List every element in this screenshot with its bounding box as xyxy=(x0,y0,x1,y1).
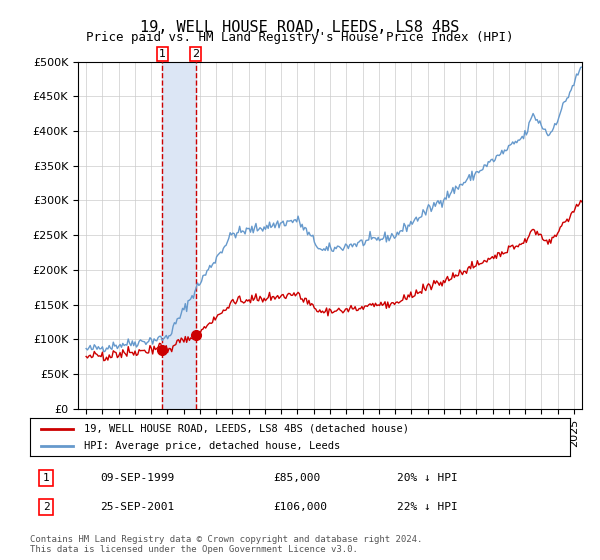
Text: £85,000: £85,000 xyxy=(273,473,320,483)
Text: 2: 2 xyxy=(192,49,199,59)
Text: HPI: Average price, detached house, Leeds: HPI: Average price, detached house, Leed… xyxy=(84,441,340,451)
Bar xyxy=(163,62,196,409)
Text: 1: 1 xyxy=(159,49,166,59)
Text: 19, WELL HOUSE ROAD, LEEDS, LS8 4BS: 19, WELL HOUSE ROAD, LEEDS, LS8 4BS xyxy=(140,20,460,35)
Text: Price paid vs. HM Land Registry's House Price Index (HPI): Price paid vs. HM Land Registry's House … xyxy=(86,31,514,44)
Text: 2: 2 xyxy=(43,502,50,512)
Text: 22% ↓ HPI: 22% ↓ HPI xyxy=(397,502,458,512)
Text: 25-SEP-2001: 25-SEP-2001 xyxy=(100,502,175,512)
Text: 19, WELL HOUSE ROAD, LEEDS, LS8 4BS (detached house): 19, WELL HOUSE ROAD, LEEDS, LS8 4BS (det… xyxy=(84,424,409,434)
Text: £106,000: £106,000 xyxy=(273,502,327,512)
Text: Contains HM Land Registry data © Crown copyright and database right 2024.
This d: Contains HM Land Registry data © Crown c… xyxy=(30,535,422,554)
Text: 09-SEP-1999: 09-SEP-1999 xyxy=(100,473,175,483)
Text: 20% ↓ HPI: 20% ↓ HPI xyxy=(397,473,458,483)
Text: 1: 1 xyxy=(43,473,50,483)
